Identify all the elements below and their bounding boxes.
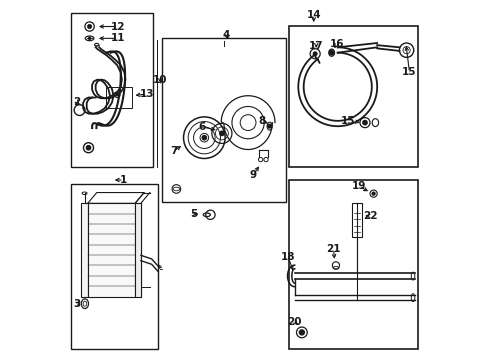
Text: 12: 12: [111, 22, 125, 32]
Text: 21: 21: [325, 244, 340, 254]
Bar: [289, 26, 418, 167]
Circle shape: [362, 121, 366, 125]
Bar: [106, 87, 131, 108]
Bar: [81, 203, 88, 297]
Circle shape: [88, 37, 90, 40]
Circle shape: [219, 131, 224, 135]
Text: 8: 8: [258, 116, 265, 126]
Circle shape: [299, 330, 304, 335]
Bar: [351, 203, 362, 237]
Circle shape: [329, 50, 333, 55]
Circle shape: [267, 125, 271, 128]
Text: 4: 4: [223, 30, 230, 40]
Bar: [162, 39, 285, 202]
Bar: [289, 180, 418, 348]
Text: 19: 19: [351, 181, 366, 192]
Bar: [70, 13, 153, 167]
Text: 18: 18: [281, 252, 295, 262]
Circle shape: [116, 94, 118, 96]
Text: 5: 5: [190, 209, 198, 219]
Text: 15: 15: [340, 116, 354, 126]
Circle shape: [313, 52, 316, 55]
Text: 3: 3: [73, 299, 81, 309]
Text: 15: 15: [402, 67, 416, 77]
Text: 16: 16: [329, 40, 343, 49]
Text: 2: 2: [73, 97, 81, 107]
Circle shape: [88, 25, 91, 28]
Text: 10: 10: [153, 75, 167, 85]
Bar: [70, 184, 158, 348]
Text: 6: 6: [198, 122, 205, 132]
Circle shape: [371, 192, 374, 195]
Bar: [135, 203, 141, 297]
Text: 17: 17: [308, 41, 323, 50]
Text: 1: 1: [120, 175, 127, 185]
Text: 20: 20: [287, 317, 301, 327]
Circle shape: [202, 135, 206, 140]
Text: 9: 9: [249, 170, 257, 180]
Text: 14: 14: [306, 10, 320, 20]
Text: 13: 13: [140, 89, 154, 99]
Bar: [88, 203, 135, 297]
Circle shape: [86, 145, 90, 150]
Text: 7: 7: [169, 146, 177, 156]
Text: 22: 22: [362, 211, 377, 221]
Text: 11: 11: [111, 33, 125, 43]
